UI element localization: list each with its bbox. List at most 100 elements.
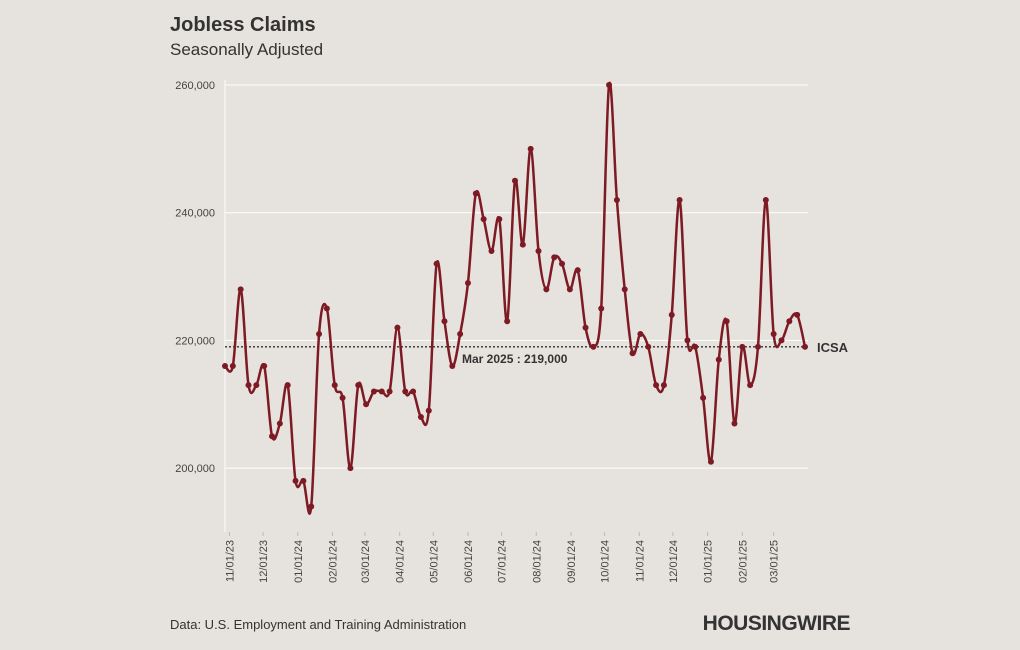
data-point: [574, 267, 581, 274]
data-point: [566, 286, 573, 293]
data-point: [629, 350, 636, 357]
data-point: [284, 382, 291, 389]
data-point: [339, 394, 346, 401]
data-point: [535, 248, 542, 255]
data-point: [731, 420, 738, 427]
data-point: [394, 324, 401, 331]
chart-subtitle: Seasonally Adjusted: [170, 40, 323, 59]
source: Data: U.S. Employment and Training Admin…: [170, 617, 466, 632]
data-point: [269, 433, 276, 440]
data-point: [496, 216, 503, 223]
data-point: [457, 331, 464, 338]
x-tick-label: 12/01/23: [258, 540, 270, 583]
data-point: [668, 311, 675, 318]
x-tick-label: 01/01/24: [293, 540, 305, 583]
x-tick-label: 03/01/24: [360, 540, 372, 583]
data-point: [292, 477, 299, 484]
x-tick-label: 05/01/24: [428, 540, 440, 583]
data-point: [512, 177, 518, 184]
y-tick-label: 240,000: [175, 208, 215, 220]
y-tick-label: 260,000: [175, 80, 215, 92]
x-tick-label: 01/01/25: [703, 540, 715, 583]
x-tick-label: 07/01/24: [497, 540, 509, 583]
x-tick-label: 03/01/25: [769, 540, 781, 583]
series-line: [223, 81, 807, 515]
data-point: [559, 260, 566, 267]
data-point: [621, 286, 628, 293]
data-point: [472, 190, 479, 197]
data-point: [606, 82, 613, 88]
x-tick-label: 10/01/24: [600, 540, 612, 583]
data-point: [222, 362, 228, 369]
data-point: [802, 343, 808, 350]
data-point: [715, 356, 722, 363]
data-point: [410, 388, 417, 395]
data-point: [402, 388, 409, 395]
chart-title: Jobless Claims: [170, 14, 316, 36]
data-point: [613, 196, 620, 203]
data-point: [676, 196, 683, 203]
data-point: [519, 241, 526, 248]
data-point: [707, 458, 714, 465]
data-point: [316, 331, 323, 338]
data-point: [692, 343, 699, 350]
data-point: [245, 382, 252, 389]
data-point: [786, 318, 793, 325]
data-point: [363, 401, 370, 408]
x-tick-label: 02/01/25: [737, 540, 749, 583]
data-point: [747, 382, 754, 389]
y-tick-label: 220,000: [175, 335, 215, 347]
y-tick-label: 200,000: [175, 463, 215, 475]
x-tick-label: 08/01/24: [531, 540, 543, 583]
reference-label: Mar 2025 : 219,000: [462, 352, 568, 366]
data-point: [253, 382, 260, 389]
data-point: [551, 254, 558, 261]
data-point: [762, 196, 769, 203]
data-point: [425, 407, 432, 414]
data-point: [582, 324, 589, 331]
x-tick-label: 02/01/24: [327, 540, 339, 583]
data-point: [449, 362, 456, 369]
data-point: [754, 343, 761, 350]
data-point: [441, 318, 448, 325]
data-point: [488, 248, 495, 255]
x-tick-label: 06/01/24: [463, 540, 475, 583]
data-point: [527, 145, 534, 152]
data-point: [590, 343, 597, 350]
data-point: [417, 414, 424, 421]
data-point: [739, 343, 746, 350]
data-point: [308, 503, 315, 510]
data-point: [331, 382, 338, 389]
data-point: [543, 286, 550, 293]
data-point: [386, 388, 393, 395]
data-point: [598, 305, 605, 312]
data-point: [684, 337, 691, 344]
data-point: [229, 362, 236, 369]
data-point: [464, 279, 471, 286]
data-point: [323, 305, 330, 312]
data-point: [433, 260, 440, 267]
data-point: [770, 331, 777, 338]
x-tick-label: 11/01/24: [634, 540, 646, 582]
data-point: [723, 318, 730, 325]
data-point: [504, 318, 511, 325]
data-point: [300, 477, 307, 484]
x-tick-label: 11/01/23: [224, 540, 236, 582]
series-label: ICSA: [817, 340, 849, 355]
data-point: [653, 382, 660, 389]
data-point: [778, 337, 785, 344]
data-point: [378, 388, 385, 395]
data-point: [480, 216, 487, 223]
data-point: [660, 382, 667, 389]
data-point: [261, 362, 268, 369]
x-tick-label: 04/01/24: [395, 540, 407, 583]
data-point: [347, 465, 354, 472]
x-tick-label: 12/01/24: [668, 540, 680, 583]
brand-logo: HOUSINGWIRE: [703, 612, 851, 635]
data-point: [700, 394, 707, 401]
data-point: [794, 311, 801, 318]
data-point: [276, 420, 283, 427]
data-point: [645, 343, 652, 350]
data-point: [355, 382, 362, 389]
